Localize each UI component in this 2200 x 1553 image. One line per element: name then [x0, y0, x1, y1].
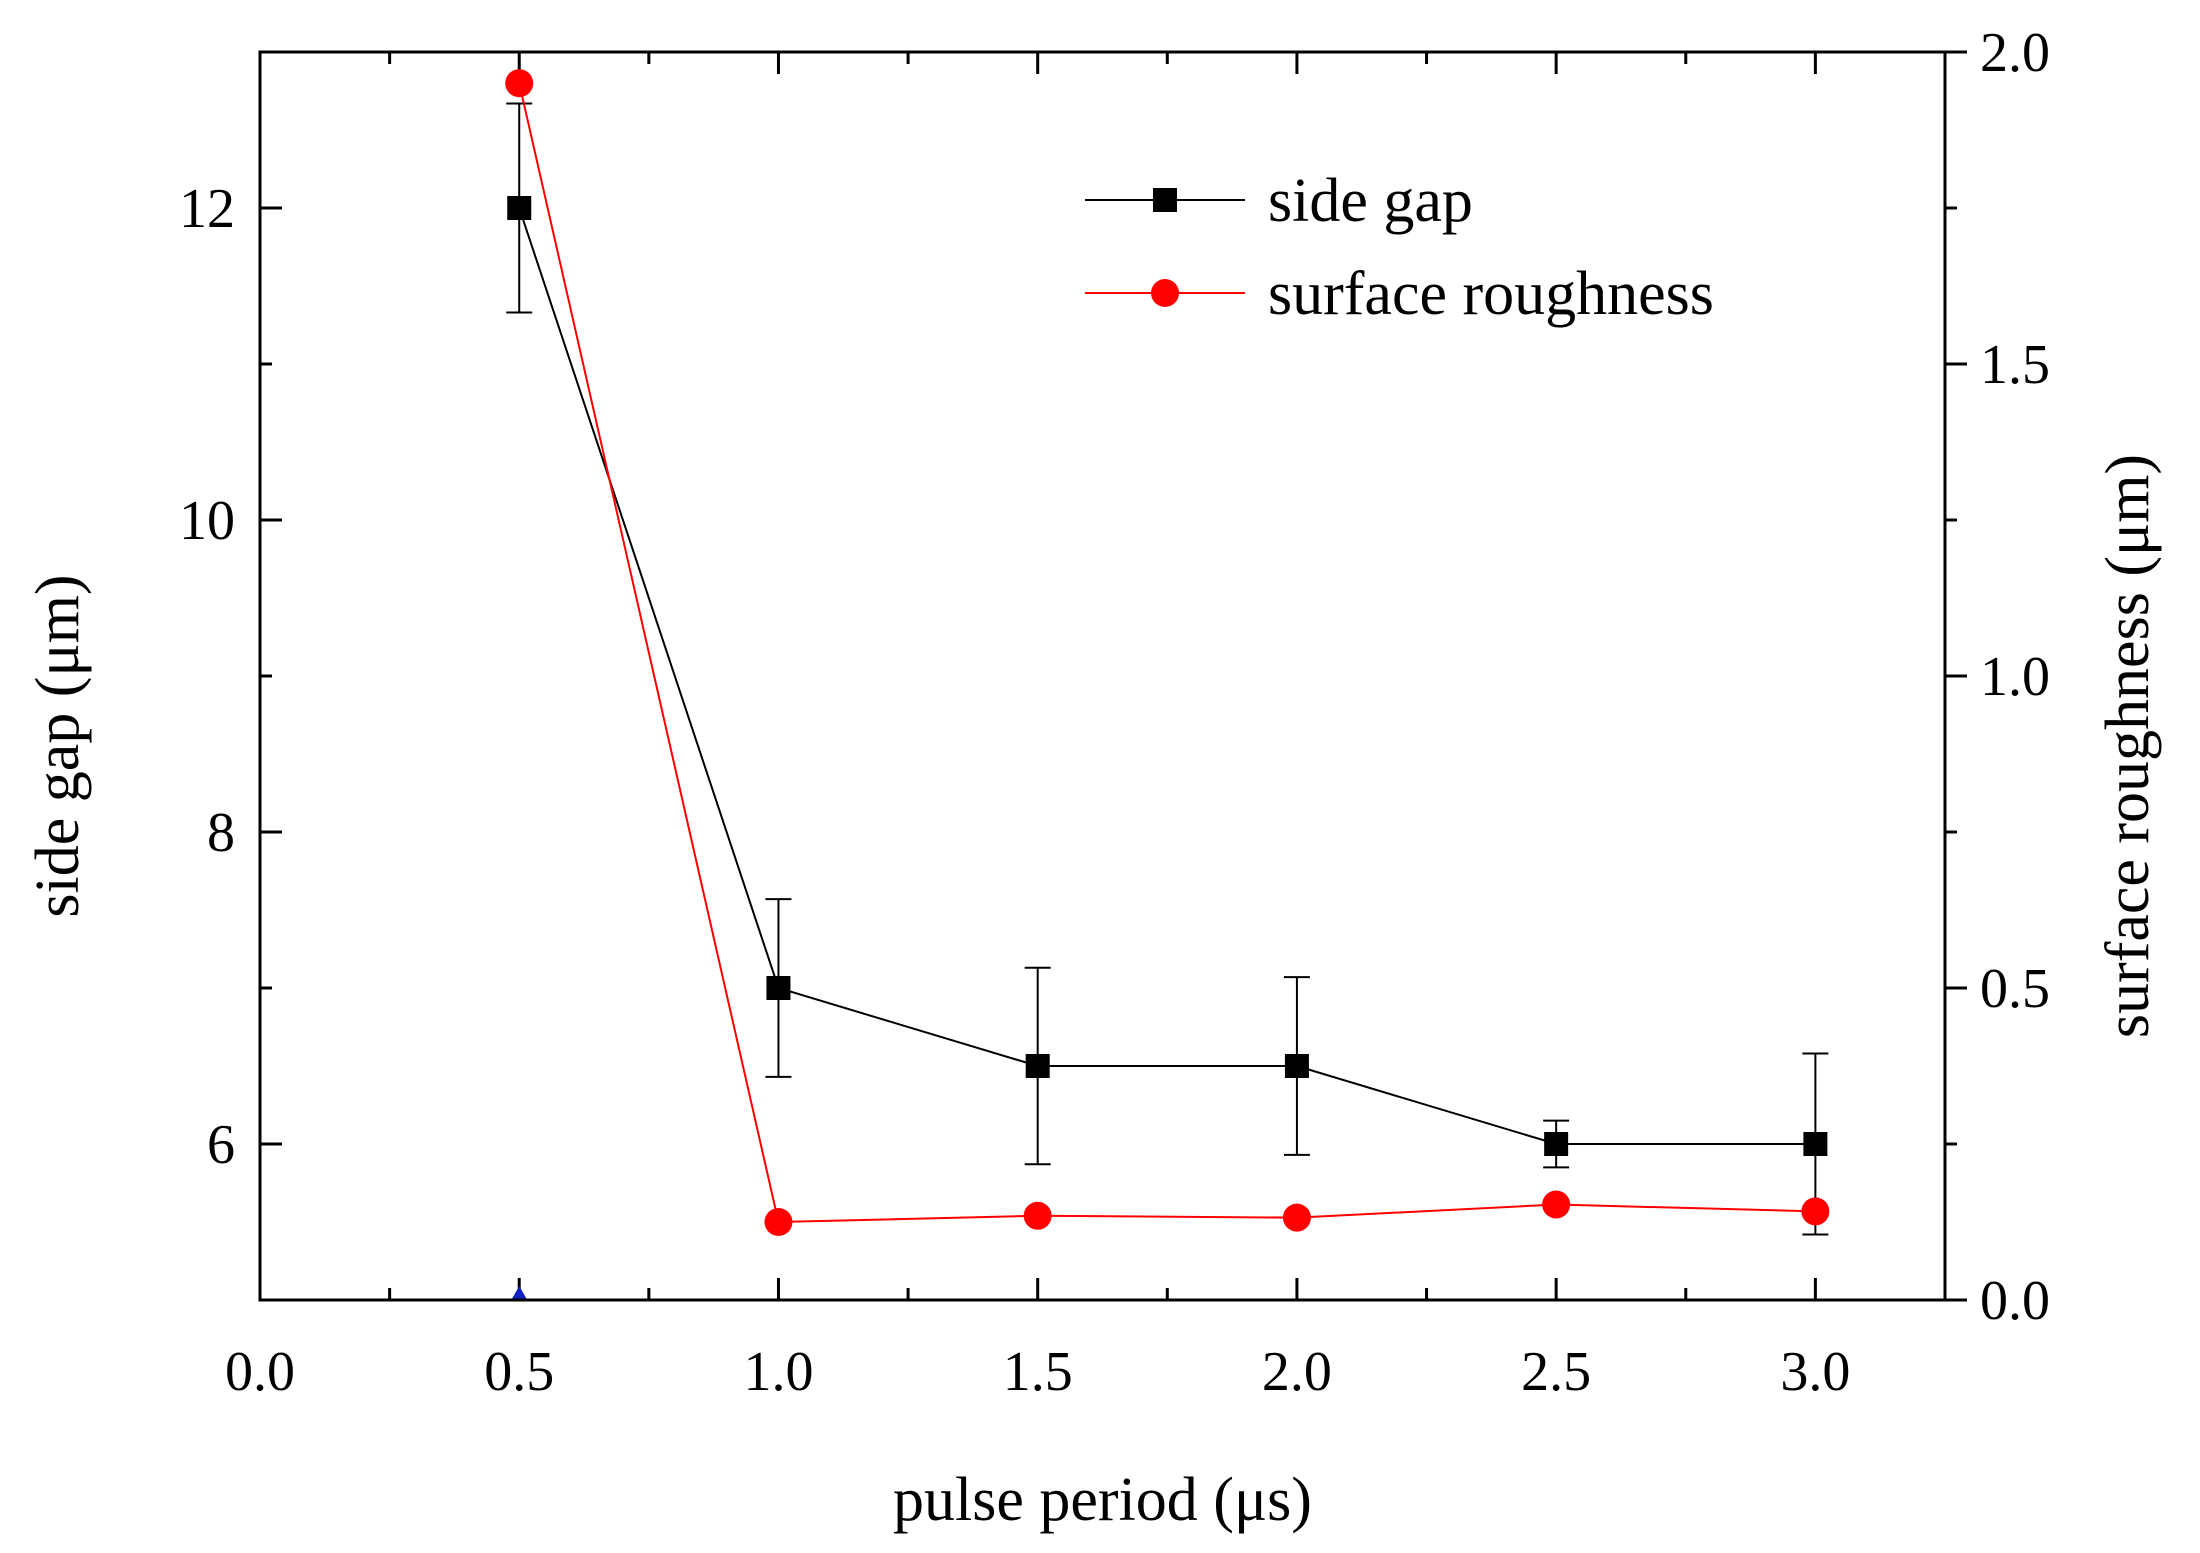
data-point-surface-roughness: [1542, 1190, 1571, 1219]
labels-layer: 0.0 0.5 1.0 1.5 2.0 2.5 3.0 6 8 10 12 0.0 0.5 1.0 1.5 2…: [179, 22, 2050, 1403]
x-tick-label: 0.0: [225, 1341, 295, 1403]
data-point-side-gap: [766, 976, 791, 1000]
y-right-axis-title: surface roughness (μm): [2094, 454, 2162, 1038]
x-tick-label: 3.0: [1780, 1341, 1850, 1403]
y-left-axis-title: side gap (μm): [24, 574, 92, 917]
legend-marker-surface-roughness: [1151, 279, 1179, 307]
data-point-side-gap: [1284, 1054, 1309, 1078]
series-line-side-gap: [518, 207, 1816, 1145]
data-point-surface-roughness: [505, 69, 534, 98]
legend-marker-side-gap: [1153, 188, 1177, 212]
data-point-surface-roughness: [764, 1208, 793, 1236]
series-layer: [505, 69, 1830, 1300]
data-point-side-gap: [507, 196, 532, 220]
data-point-side-gap: [1544, 1132, 1569, 1156]
data-point-surface-roughness: [1023, 1201, 1052, 1230]
y-right-tick-label: 1.5: [1980, 334, 2050, 396]
data-point-surface-roughness: [1801, 1197, 1830, 1226]
data-point-side-gap: [1025, 1054, 1050, 1078]
series-line-surface-roughness: [518, 82, 1816, 1224]
legend-label-surface-roughness: surface roughness: [1268, 260, 1714, 328]
plot-frame: [258, 50, 1947, 1302]
y-right-tick-label: 1.0: [1980, 646, 2050, 708]
y-right-tick-label: 0.0: [1980, 1270, 2050, 1332]
legend-label-side-gap: side gap: [1268, 167, 1473, 235]
y-left-tick-label: 6: [207, 1114, 235, 1176]
legend: side gap surface roughness: [1085, 167, 1714, 328]
x-tick-label: 2.5: [1521, 1341, 1591, 1403]
x-tick-label: 1.5: [1003, 1341, 1073, 1403]
data-point-side-gap: [1803, 1132, 1828, 1156]
y-left-tick-label: 10: [179, 490, 235, 552]
x-tick-label: 0.5: [484, 1341, 554, 1403]
y-left-tick-label: 12: [179, 178, 235, 240]
x-axis-title: pulse period (μs): [893, 1466, 1312, 1534]
y-left-tick-label: 8: [207, 802, 235, 864]
y-right-tick-label: 0.5: [1980, 958, 2050, 1020]
ticks-layer: [258, 50, 1967, 1302]
x-tick-label: 2.0: [1262, 1341, 1332, 1403]
axis-marker: [511, 1286, 528, 1300]
data-point-surface-roughness: [1282, 1203, 1311, 1232]
x-tick-label: 1.0: [743, 1341, 813, 1403]
y-right-tick-label: 2.0: [1980, 22, 2050, 84]
